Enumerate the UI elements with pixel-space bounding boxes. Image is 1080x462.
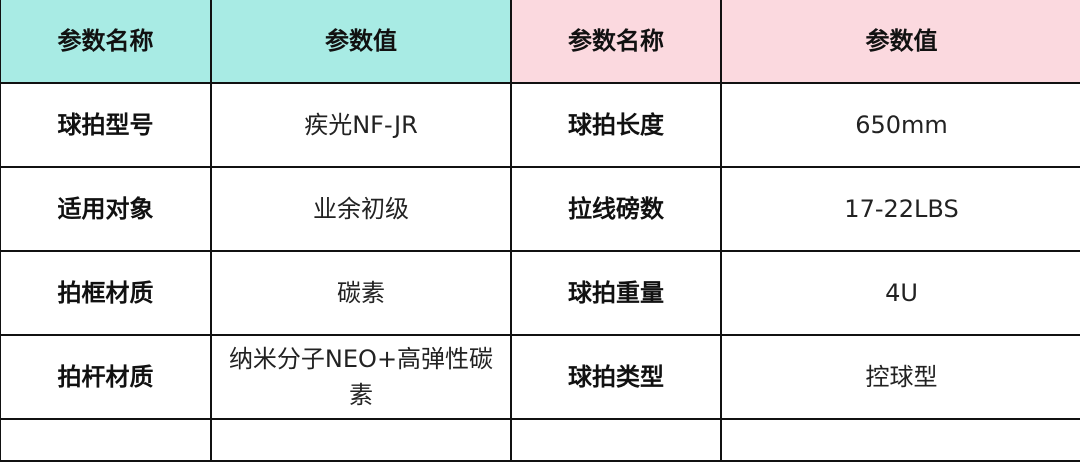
table-row: 球拍型号 疾光NF-JR 球拍长度 650mm — [0, 82, 1080, 168]
header-param-name-right: 参数名称 — [510, 0, 722, 84]
param-value: 650mm — [720, 82, 1080, 168]
header-param-value-left: 参数值 — [210, 0, 512, 84]
param-name: 球拍重量 — [510, 250, 722, 336]
empty-cell — [720, 418, 1080, 462]
param-name: 球拍类型 — [510, 334, 722, 420]
param-name: 拉线磅数 — [510, 166, 722, 252]
param-name: 球拍长度 — [510, 82, 722, 168]
table-row-partial — [0, 418, 1080, 462]
header-param-value-right: 参数值 — [720, 0, 1080, 84]
param-value: 控球型 — [720, 334, 1080, 420]
param-name: 球拍型号 — [0, 82, 212, 168]
empty-cell — [210, 418, 512, 462]
param-value: 碳素 — [210, 250, 512, 336]
table-row: 适用对象 业余初级 拉线磅数 17-22LBS — [0, 166, 1080, 252]
param-name: 拍框材质 — [0, 250, 212, 336]
header-row: 参数名称 参数值 参数名称 参数值 — [0, 0, 1080, 84]
param-value: 业余初级 — [210, 166, 512, 252]
param-value: 17-22LBS — [720, 166, 1080, 252]
table-row: 拍杆材质 纳米分子NEO+高弹性碳素 球拍类型 控球型 — [0, 334, 1080, 420]
table-row: 拍框材质 碳素 球拍重量 4U — [0, 250, 1080, 336]
param-value: 4U — [720, 250, 1080, 336]
param-value: 纳米分子NEO+高弹性碳素 — [210, 334, 512, 420]
param-name: 拍杆材质 — [0, 334, 212, 420]
empty-cell — [0, 418, 212, 462]
param-name: 适用对象 — [0, 166, 212, 252]
param-value: 疾光NF-JR — [210, 82, 512, 168]
empty-cell — [510, 418, 722, 462]
header-param-name-left: 参数名称 — [0, 0, 212, 84]
